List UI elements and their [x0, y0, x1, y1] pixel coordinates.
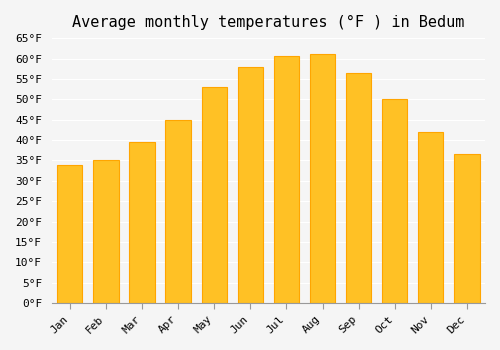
Bar: [274, 56, 299, 303]
Bar: [130, 142, 154, 303]
Bar: [57, 164, 82, 303]
Bar: [93, 160, 118, 303]
Bar: [454, 154, 479, 303]
Bar: [238, 66, 263, 303]
Bar: [382, 99, 407, 303]
Title: Average monthly temperatures (°F ) in Bedum: Average monthly temperatures (°F ) in Be…: [72, 15, 464, 30]
Bar: [310, 55, 335, 303]
Bar: [202, 87, 227, 303]
Bar: [346, 73, 372, 303]
Bar: [166, 120, 190, 303]
Bar: [418, 132, 444, 303]
